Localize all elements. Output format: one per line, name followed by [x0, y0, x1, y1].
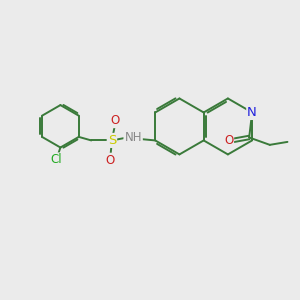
Text: N: N — [247, 106, 257, 119]
Text: O: O — [110, 114, 119, 127]
Text: Cl: Cl — [50, 153, 62, 167]
Text: S: S — [108, 134, 116, 147]
Text: O: O — [224, 134, 233, 147]
Text: O: O — [106, 154, 115, 167]
Text: NH: NH — [124, 131, 142, 144]
